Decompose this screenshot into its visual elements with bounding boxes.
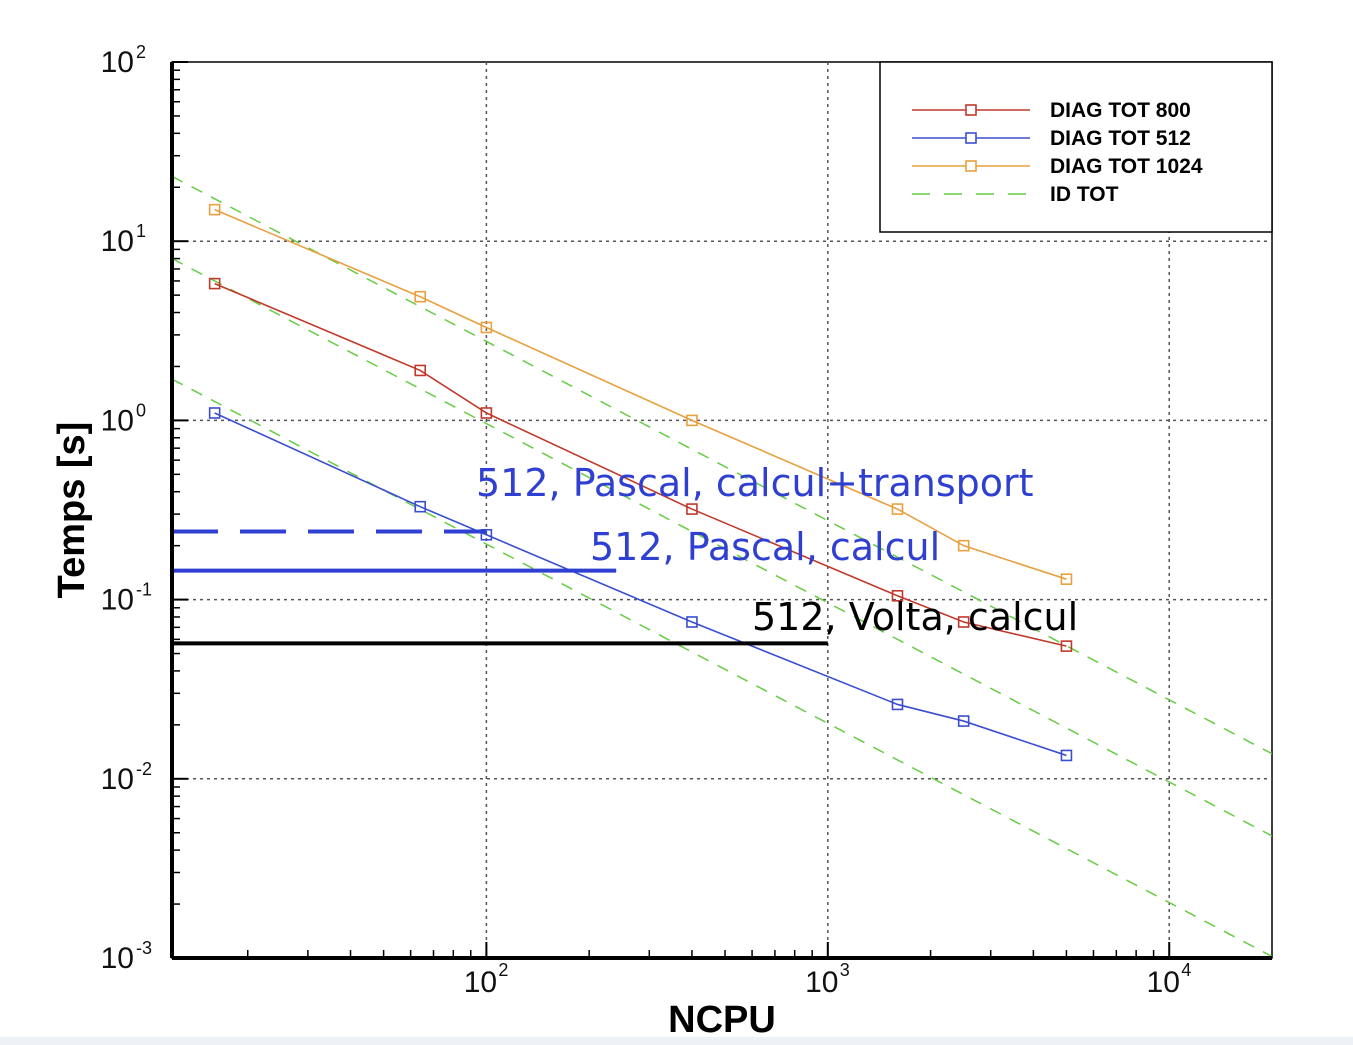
reference-annotation: 512, Pascal, calcul [590, 525, 940, 569]
legend-box [879, 61, 1273, 233]
y-tick-label: 10 -2 [101, 759, 152, 796]
y-tick-label: 10 1 [101, 221, 146, 258]
series-lines [208, 203, 1073, 762]
x-tick-exponent: 3 [840, 960, 850, 980]
y-tick-exponent: 2 [136, 42, 146, 62]
series-marker [480, 407, 493, 419]
x-tick-labels: 10 2 10 3 10 4 [464, 960, 1192, 999]
y-tick-base: 10 [101, 225, 134, 258]
x-tick-exponent: 4 [1181, 960, 1191, 980]
x-tick-label: 10 2 [464, 960, 509, 999]
ideal-scaling-line [172, 175, 1272, 755]
legend-marker [965, 132, 977, 144]
reference-lines [172, 529, 828, 646]
y-tick-base: 10 [101, 584, 134, 617]
series-marker [891, 698, 904, 711]
y-tick-base: 10 [101, 404, 134, 437]
reference-annotation: 512, Volta, calcul [752, 595, 1078, 639]
x-tick-base: 10 [464, 966, 497, 999]
reference-annotation: 512, Pascal, calcul+transport [476, 461, 1034, 505]
series-line [214, 282, 1067, 647]
series-marker [891, 590, 904, 602]
y-tick-base: 10 [101, 942, 134, 975]
legend-label: ID TOT [1050, 183, 1119, 206]
y-tick-label: 10 2 [101, 42, 146, 79]
series-marker [891, 503, 904, 515]
series-marker [957, 539, 970, 552]
series-marker [1060, 640, 1073, 652]
legend-label: DIAG TOT 512 [1050, 127, 1191, 150]
bottom-strip [0, 1037, 1353, 1045]
series-line [214, 208, 1067, 580]
series-marker [686, 414, 698, 427]
y-tick-base: 10 [101, 46, 134, 79]
series-line [214, 412, 1067, 757]
series-marker [208, 407, 221, 419]
y-tick-label: 10 -3 [101, 938, 152, 975]
annotations: 512, Pascal, calcul+transport 512, Pascal… [476, 461, 1078, 639]
legend-marker [965, 104, 977, 116]
y-tick-label: 10 0 [101, 400, 146, 437]
series-marker [1060, 749, 1073, 762]
x-axis-title: NCPU [668, 999, 776, 1041]
y-tick-exponent: -1 [136, 580, 152, 600]
y-tick-base: 10 [101, 763, 134, 796]
series-marker [957, 715, 970, 727]
y-tick-label: 10 -1 [101, 580, 152, 617]
y-axis-title: Temps [s] [51, 422, 93, 599]
x-tick-label: 10 4 [1147, 960, 1192, 999]
ideal-lines [172, 175, 1272, 958]
legend: DIAG TOT 800 DIAG TOT 512 DIAG TOT 1024 ID … [879, 61, 1273, 233]
series-marker [957, 616, 970, 628]
series-marker [480, 321, 493, 334]
series-marker [686, 503, 698, 515]
y-tick-exponent: -3 [136, 938, 152, 958]
x-tick-exponent: 2 [498, 960, 508, 980]
x-tick-base: 10 [805, 966, 838, 999]
series-marker [208, 277, 221, 290]
ideal-scaling-line [172, 257, 1272, 837]
ideal-scaling-line [172, 378, 1272, 958]
series-marker [414, 364, 427, 377]
y-tick-exponent: -2 [136, 759, 152, 779]
legend-label: DIAG TOT 1024 [1050, 155, 1203, 178]
legend-label: DIAG TOT 800 [1050, 99, 1191, 122]
y-tick-exponent: 1 [136, 221, 146, 241]
series-marker [208, 203, 221, 216]
series-marker [414, 500, 427, 513]
y-tick-exponent: 0 [136, 400, 146, 420]
legend-marker [965, 160, 977, 172]
x-tick-base: 10 [1147, 966, 1180, 999]
x-tick-label: 10 3 [805, 960, 850, 999]
grid [172, 62, 1272, 958]
series-marker [686, 616, 698, 628]
series-marker [414, 290, 427, 303]
series-marker [1060, 573, 1073, 585]
